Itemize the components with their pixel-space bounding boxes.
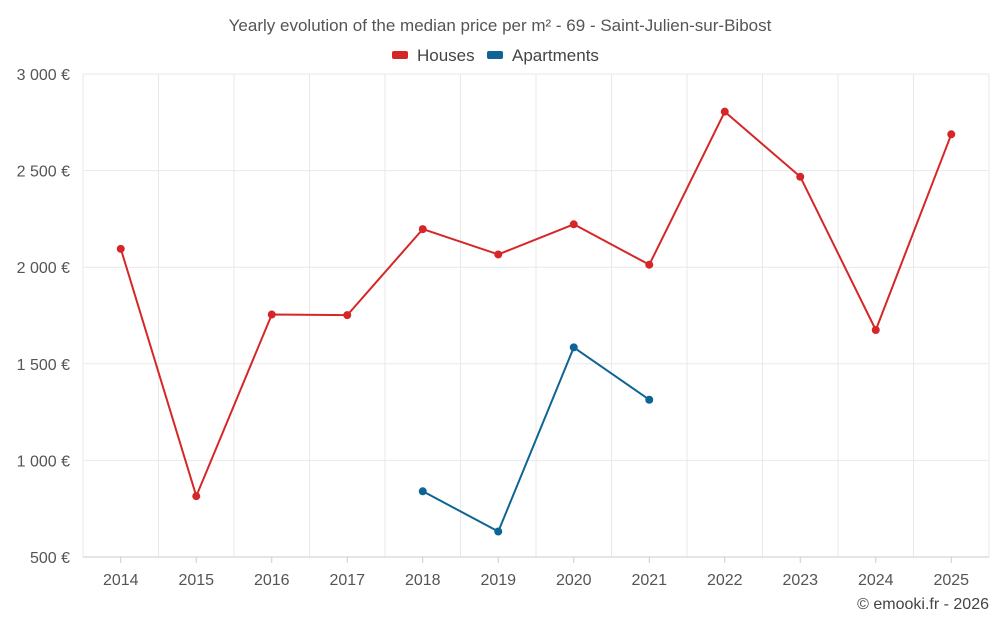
legend-label-apartments: Apartments xyxy=(512,46,599,65)
houses-point-2023 xyxy=(796,172,805,181)
houses-point-2021 xyxy=(645,260,654,269)
y-tick-label: 1 500 € xyxy=(17,357,70,374)
x-tick-label: 2016 xyxy=(254,572,290,589)
houses-point-2018 xyxy=(418,225,427,234)
houses-point-2020 xyxy=(569,220,578,229)
x-tick-label: 2017 xyxy=(329,572,365,589)
houses-point-2019 xyxy=(494,250,503,259)
houses-point-2014 xyxy=(116,244,125,253)
grid xyxy=(82,73,990,557)
x-tick-label: 2015 xyxy=(178,572,214,589)
y-axis: 500 € 1 000 € 1 500 € 2 000 € 2 500 € 3 000 € xyxy=(17,67,70,567)
apartments-point-2021 xyxy=(645,395,654,404)
houses-point-2022 xyxy=(720,107,729,116)
x-tick-label: 2014 xyxy=(103,572,139,589)
y-tick-label: 1 000 € xyxy=(17,453,70,470)
apartments-line xyxy=(422,346,650,533)
x-axis: 2014 2015 2016 2017 2018 2019 2020 2021 2022 2023… xyxy=(83,556,989,589)
houses-point-2015 xyxy=(192,492,201,501)
apartments-point-2019 xyxy=(494,527,503,536)
series-group xyxy=(116,107,956,536)
legend-swatch-houses xyxy=(392,51,408,59)
x-tick-label: 2020 xyxy=(556,572,592,589)
x-tick-label: 2023 xyxy=(782,572,818,589)
legend-label-houses: Houses xyxy=(417,46,475,65)
apartments-point-2020 xyxy=(569,343,578,352)
legend-swatch-apartments xyxy=(487,51,503,59)
footer-credit: © emooki.fr - 2026 xyxy=(857,596,989,613)
y-tick-label: 2 500 € xyxy=(17,164,70,181)
y-tick-label: 3 000 € xyxy=(17,67,70,84)
x-tick-label: 2021 xyxy=(631,572,667,589)
houses-point-2025 xyxy=(947,130,956,139)
y-tick-label: 500 € xyxy=(30,550,70,567)
houses-point-2017 xyxy=(343,311,352,320)
legend: Houses Apartments xyxy=(392,46,599,65)
x-tick-label: 2024 xyxy=(858,572,894,589)
x-tick-label: 2022 xyxy=(707,572,743,589)
x-tick-label: 2019 xyxy=(480,572,516,589)
houses-line xyxy=(119,110,953,498)
houses-point-2016 xyxy=(267,310,276,319)
x-tick-label: 2025 xyxy=(933,572,969,589)
x-tick-label: 2018 xyxy=(405,572,441,589)
y-tick-label: 2 000 € xyxy=(17,260,70,277)
apartments-point-2018 xyxy=(418,487,427,496)
chart-title: Yearly evolution of the median price per… xyxy=(229,16,772,35)
houses-point-2024 xyxy=(871,325,880,334)
